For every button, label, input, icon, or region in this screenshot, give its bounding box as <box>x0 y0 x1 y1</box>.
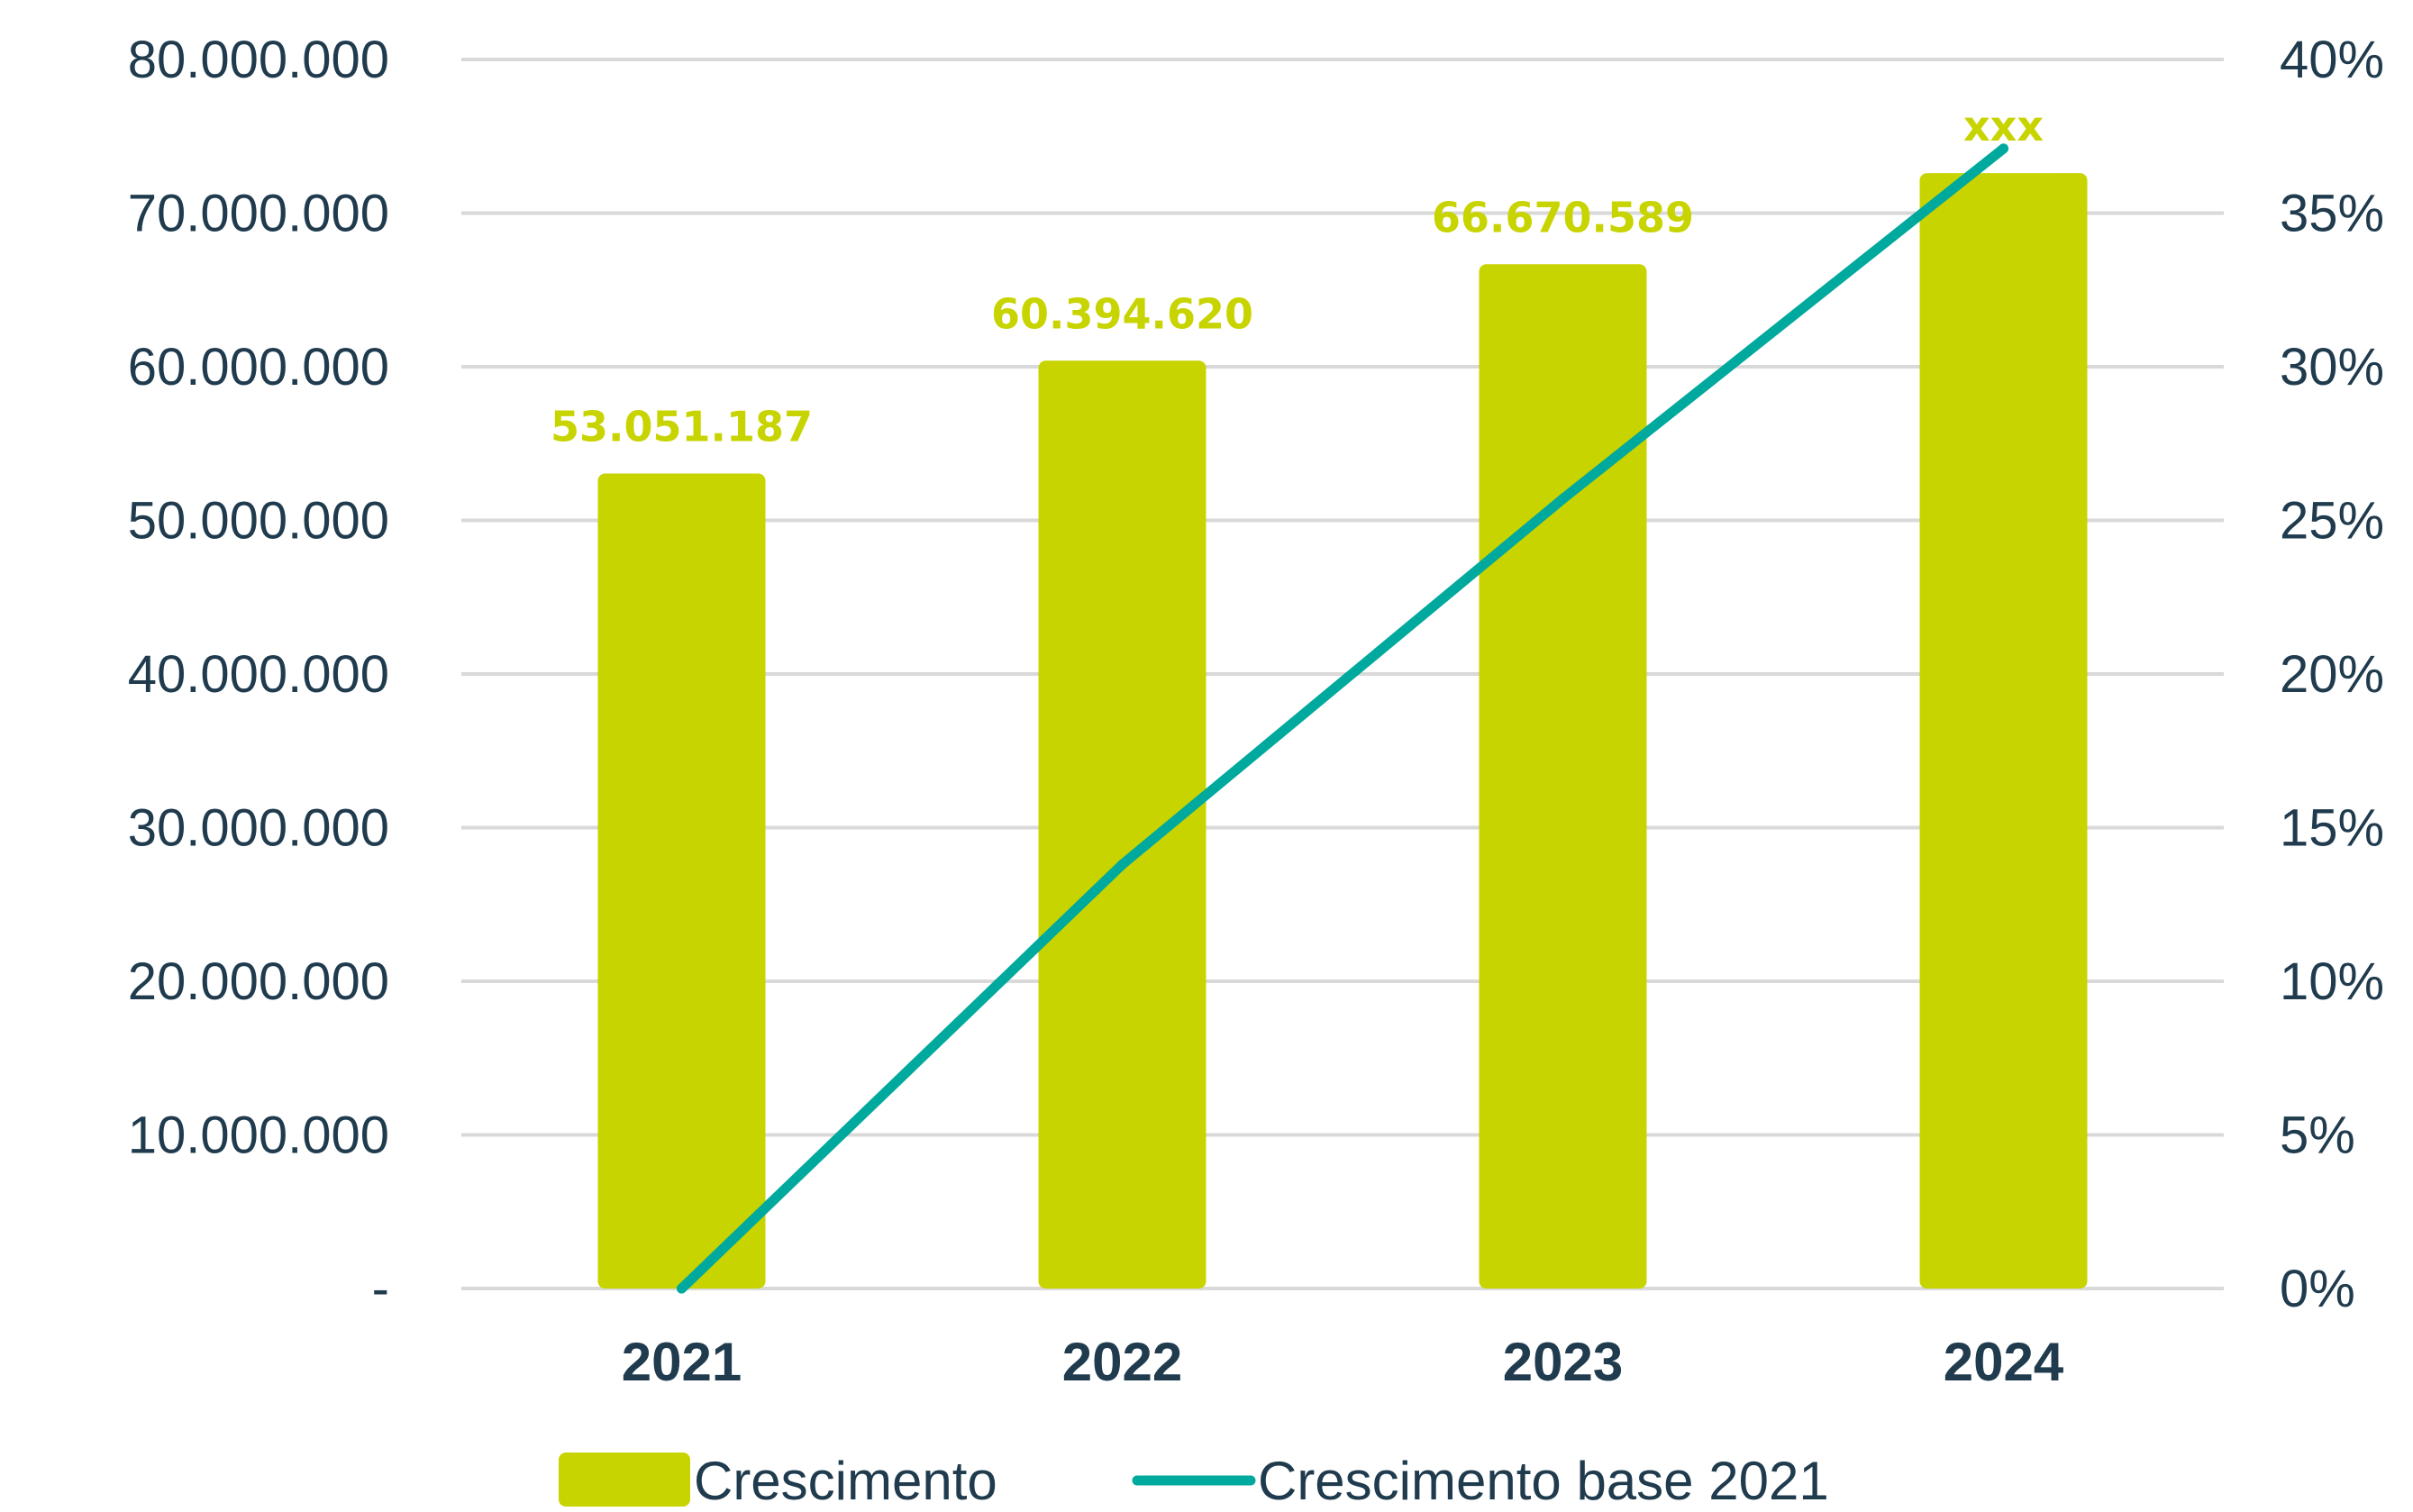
y-tick-label-right: 0% <box>2280 1260 2355 1318</box>
bar <box>597 473 766 1289</box>
data-label: 53.051.187 <box>551 402 813 451</box>
x-axis: 2021 2022 2023 2024 <box>622 1332 2064 1392</box>
bar <box>1038 360 1206 1289</box>
x-tick-label: 2021 <box>622 1332 742 1392</box>
line-point <box>1999 143 2008 154</box>
y-tick-label-left: 60.000.000 <box>128 338 389 396</box>
line-point <box>677 1283 687 1294</box>
y-axis-right: 0% 5% 10% 15% 20% 25% 30% 35% 40% <box>2280 31 2384 1318</box>
y-tick-label-left: - <box>372 1260 389 1318</box>
y-tick-label-left: 30.000.000 <box>128 799 389 858</box>
y-tick-label-right: 40% <box>2280 31 2384 89</box>
bar <box>1479 264 1647 1289</box>
y-tick-label-right: 35% <box>2280 185 2384 243</box>
legend-swatch-bar <box>559 1453 690 1507</box>
data-label: 66.670.589 <box>1432 193 1694 241</box>
y-tick-label-left: 20.000.000 <box>128 952 389 1011</box>
bar-series <box>597 173 2088 1289</box>
y-tick-label-left: 10.000.000 <box>128 1107 389 1165</box>
y-tick-label-right: 10% <box>2280 952 2384 1011</box>
legend-label-bar: Crescimento <box>694 1451 997 1511</box>
y-tick-label-right: 30% <box>2280 338 2384 396</box>
line-point <box>1558 494 1568 505</box>
line-series <box>677 143 2008 1294</box>
line-point <box>1117 859 1127 870</box>
y-axis-left: - 10.000.000 20.000.000 30.000.000 40.000.00… <box>128 31 389 1318</box>
x-tick-label: 2024 <box>1944 1332 2064 1392</box>
data-label: 60.394.620 <box>991 289 1253 338</box>
y-tick-label-left: 50.000.000 <box>128 492 389 551</box>
legend: Crescimento Crescimento base 2021 <box>559 1451 1829 1511</box>
y-tick-label-left: 80.000.000 <box>128 31 389 89</box>
y-tick-label-left: 40.000.000 <box>128 645 389 704</box>
bar <box>1919 173 2088 1289</box>
data-labels: 53.051.187 60.394.620 66.670.589 xxx <box>551 102 2044 451</box>
y-tick-label-right: 20% <box>2280 645 2384 704</box>
y-tick-label-right: 5% <box>2280 1107 2355 1165</box>
x-tick-label: 2022 <box>1062 1332 1182 1392</box>
data-label: xxx <box>1963 102 2044 150</box>
y-tick-label-right: 25% <box>2280 492 2384 551</box>
y-tick-label-left: 70.000.000 <box>128 185 389 243</box>
y-tick-label-right: 15% <box>2280 799 2384 858</box>
x-tick-label: 2023 <box>1503 1332 1623 1392</box>
series-line <box>677 143 2008 1294</box>
legend-label-line: Crescimento base 2021 <box>1258 1451 1829 1511</box>
